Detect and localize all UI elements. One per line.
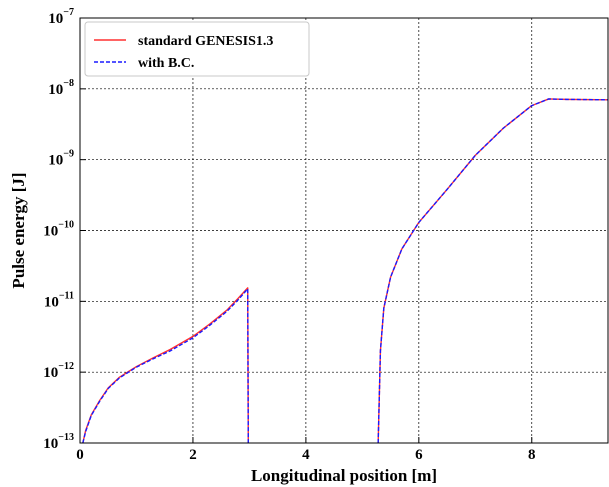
legend-label: with B.C. — [138, 56, 194, 71]
y-tick-label: 10−7 — [48, 7, 74, 27]
legend: standard GENESIS1.3 with B.C. — [84, 21, 310, 77]
y-tick-label: 10−10 — [43, 220, 74, 240]
x-tick-label: 8 — [528, 447, 536, 463]
y-tick-base: 10 — [48, 11, 63, 27]
x-tick-label: 4 — [302, 447, 310, 463]
y-tick-base: 10 — [44, 294, 59, 310]
y-tick-exponent: −8 — [63, 78, 74, 89]
y-tick-label: 10−11 — [44, 290, 74, 310]
y-axis-label: Pulse energy [J] — [9, 172, 28, 288]
legend-box — [84, 21, 310, 77]
x-axis-label: Longitudinal position [m] — [251, 466, 437, 485]
series-line-standard-genesis-segment-1 — [82, 287, 249, 444]
y-tick-base: 10 — [48, 153, 63, 169]
y-tick-exponent: −12 — [58, 361, 74, 372]
grid — [80, 18, 608, 443]
y-tick-exponent: −13 — [58, 432, 74, 443]
y-tick-label: 10−12 — [43, 361, 74, 381]
y-tick-label: 10−9 — [48, 149, 74, 169]
y-tick-label: 10−13 — [43, 432, 74, 452]
series-line-standard-genesis-segment-2 — [377, 98, 609, 444]
y-tick-base: 10 — [48, 82, 63, 98]
y-tick-base: 10 — [43, 436, 58, 452]
y-tick-exponent: −10 — [58, 220, 74, 231]
x-tick-label: 6 — [415, 447, 423, 463]
x-tick-label: 0 — [76, 447, 84, 463]
legend-label: standard GENESIS1.3 — [138, 34, 273, 49]
series-line-with-bc-segment-1 — [82, 288, 249, 444]
series-line-with-bc-segment-2 — [377, 98, 609, 444]
y-tick-base: 10 — [43, 365, 58, 381]
series-layer — [82, 98, 609, 444]
y-tick-base: 10 — [43, 224, 58, 240]
y-tick-exponent: −9 — [63, 149, 74, 160]
y-tick-exponent: −7 — [63, 7, 74, 18]
x-tick-label: 2 — [189, 447, 197, 463]
y-tick-label: 10−8 — [48, 78, 74, 98]
y-tick-exponent: −11 — [59, 290, 74, 301]
